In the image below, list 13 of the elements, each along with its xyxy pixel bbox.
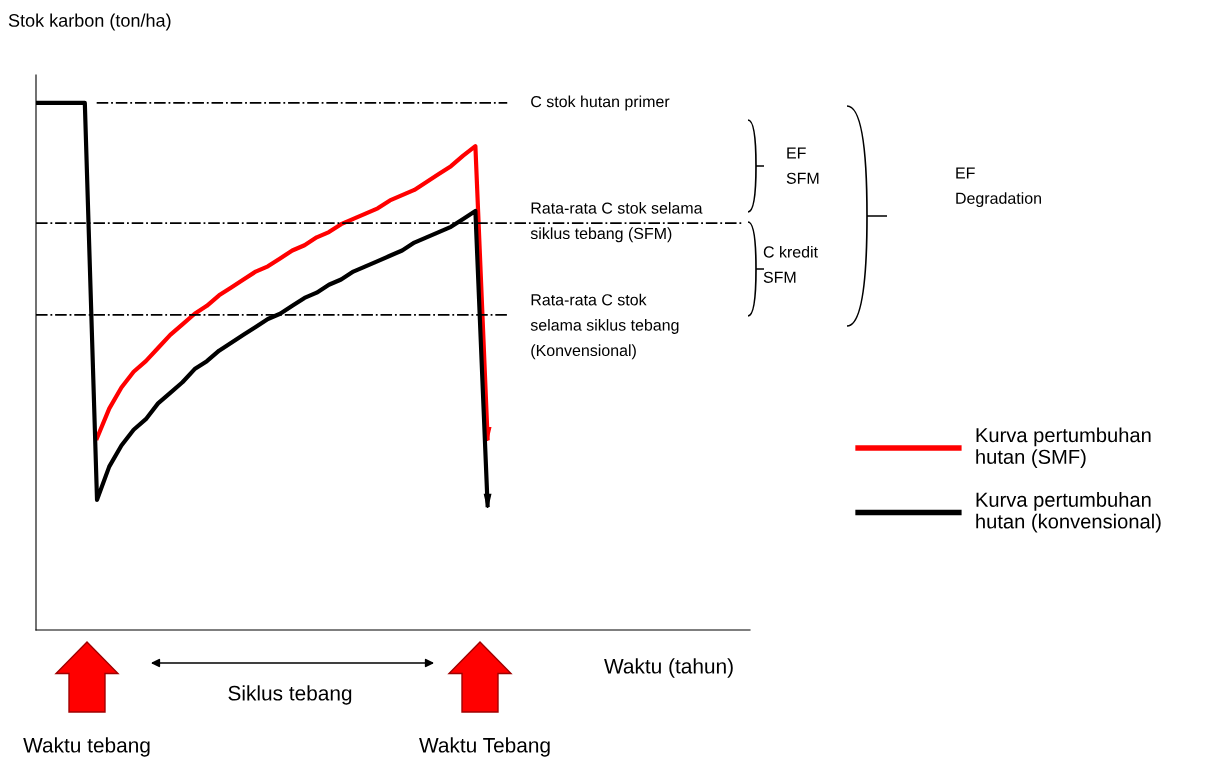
text: Kurva pertumbuhan hutan (konvensional) [976, 492, 1161, 533]
text: EF SFM [786, 147, 819, 184]
x-axis-title: Waktu (tahun) [604, 658, 733, 678]
text: EF Degradation [956, 167, 1041, 208]
text: Waktu Tebang [419, 737, 550, 757]
text: Kurva pertumbuhan hutan (SMF) [976, 427, 1151, 468]
ref-line-label: Rata-rata C stok selama siklus tebang (Konvensional) [530, 293, 679, 360]
text: Siklus tebang [228, 685, 352, 705]
ref-line-label: Rata-rata C stok selama siklus tebang (SFM) [530, 202, 703, 243]
text: Waktu tebang [23, 737, 150, 757]
y-axis-title: Stok karbon (ton/ha) [8, 13, 171, 31]
ref-line-label: C stok hutan primer [531, 95, 670, 111]
text: C kredit SFM [763, 245, 818, 283]
